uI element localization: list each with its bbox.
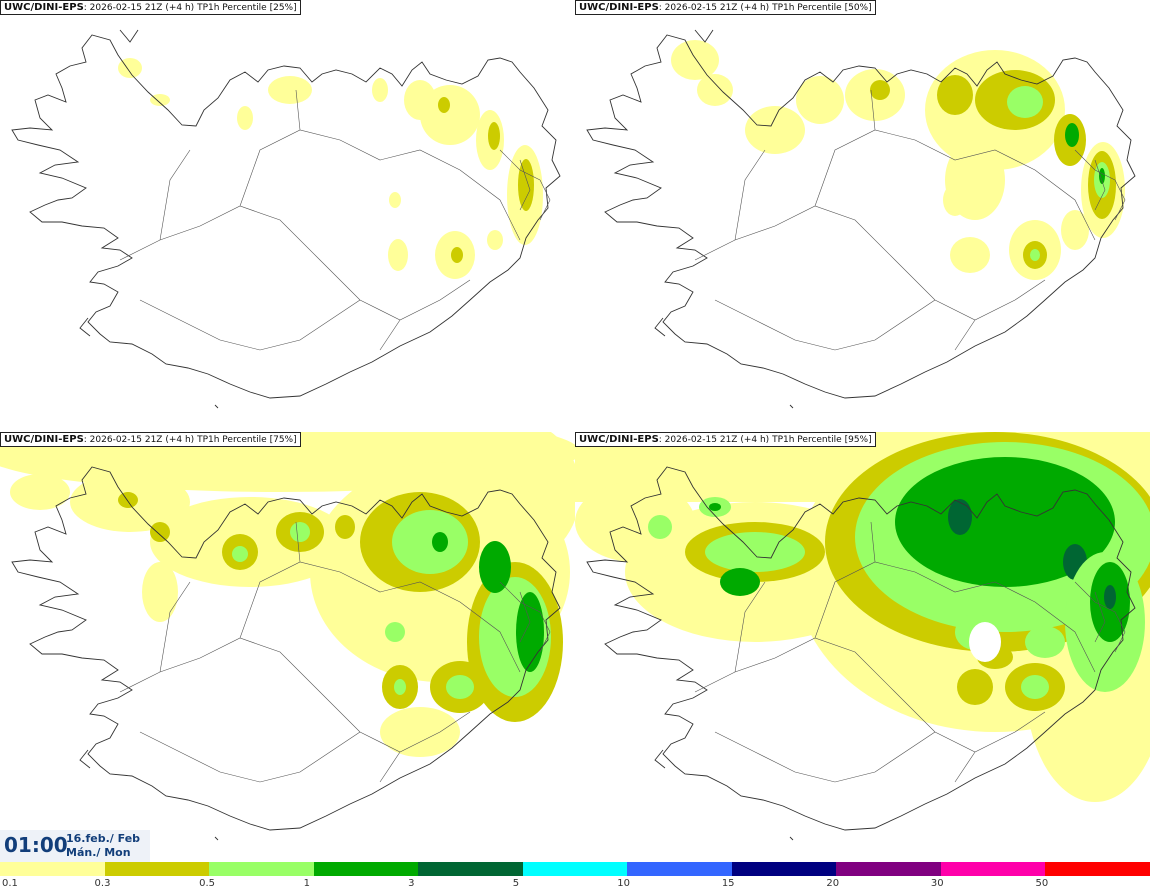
legend-swatch bbox=[836, 862, 942, 876]
legend-label: 3 bbox=[408, 878, 415, 889]
legend-swatch bbox=[418, 862, 524, 876]
legend-label: 10 bbox=[617, 878, 630, 889]
coastline bbox=[586, 466, 1136, 841]
valid-time-box: 01:00 16.feb./ Feb Mán./ Mon bbox=[0, 830, 150, 862]
precip-map-p75 bbox=[0, 432, 575, 841]
legend-label: 50 bbox=[1035, 878, 1049, 889]
coastline bbox=[11, 29, 561, 409]
coastline bbox=[11, 466, 561, 841]
legend-swatch bbox=[940, 862, 1046, 876]
precip-map-p95 bbox=[575, 432, 1150, 841]
legend-label: 0.5 bbox=[199, 878, 215, 889]
legend-swatch bbox=[0, 862, 105, 876]
legend-swatch bbox=[731, 862, 837, 876]
map-panel-p25: UWC/DINI-EPS: 2026-02-15 21Z (+4 h) TP1h… bbox=[0, 0, 575, 432]
legend-label: 30 bbox=[930, 878, 944, 889]
map-panel-p75: UWC/DINI-EPS: 2026-02-15 21Z (+4 h) TP1h… bbox=[0, 432, 575, 864]
roads-rivers bbox=[119, 521, 551, 783]
legend-label: 15 bbox=[721, 878, 735, 889]
precip-field bbox=[0, 432, 575, 757]
legend-label: 5 bbox=[512, 878, 520, 889]
legend-swatch bbox=[627, 862, 733, 876]
precip-field bbox=[118, 58, 543, 279]
map-panel-p95: UWC/DINI-EPS: 2026-02-15 21Z (+4 h) TP1h… bbox=[575, 432, 1150, 864]
precip-field bbox=[575, 432, 1150, 802]
legend-swatch bbox=[313, 862, 419, 876]
panel-title: UWC/DINI-EPS: 2026-02-15 21Z (+4 h) TP1h… bbox=[575, 0, 876, 15]
valid-time: 01:00 bbox=[4, 833, 68, 857]
roads-rivers bbox=[694, 89, 1126, 351]
roads-rivers bbox=[694, 521, 1126, 783]
precip-field bbox=[671, 40, 1125, 280]
legend-swatch bbox=[522, 862, 628, 876]
legend-swatch bbox=[209, 862, 315, 876]
legend-label: 1 bbox=[303, 878, 310, 889]
legend-label: 20 bbox=[826, 878, 840, 889]
valid-date: 16.feb./ Feb bbox=[66, 832, 141, 845]
panel-title: UWC/DINI-EPS: 2026-02-15 21Z (+4 h) TP1h… bbox=[575, 432, 876, 447]
panel-title: UWC/DINI-EPS: 2026-02-15 21Z (+4 h) TP1h… bbox=[0, 0, 301, 15]
precip-map-p25 bbox=[11, 29, 561, 409]
valid-weekday: Mán./ Mon bbox=[66, 846, 131, 859]
roads-rivers bbox=[119, 89, 551, 351]
legend-label: 0.1 bbox=[2, 878, 18, 889]
legend-swatch bbox=[1045, 862, 1150, 876]
legend-swatch bbox=[104, 862, 210, 876]
color-legend: 0.1 0.3 0.5 1 3 5 10 15 20 30 50 bbox=[0, 862, 1150, 891]
map-panel-p50: UWC/DINI-EPS: 2026-02-15 21Z (+4 h) TP1h… bbox=[575, 0, 1150, 432]
coastline bbox=[586, 29, 1136, 409]
panel-title: UWC/DINI-EPS: 2026-02-15 21Z (+4 h) TP1h… bbox=[0, 432, 301, 447]
precip-map-p50 bbox=[586, 29, 1136, 409]
legend-label: 0.3 bbox=[94, 878, 111, 889]
